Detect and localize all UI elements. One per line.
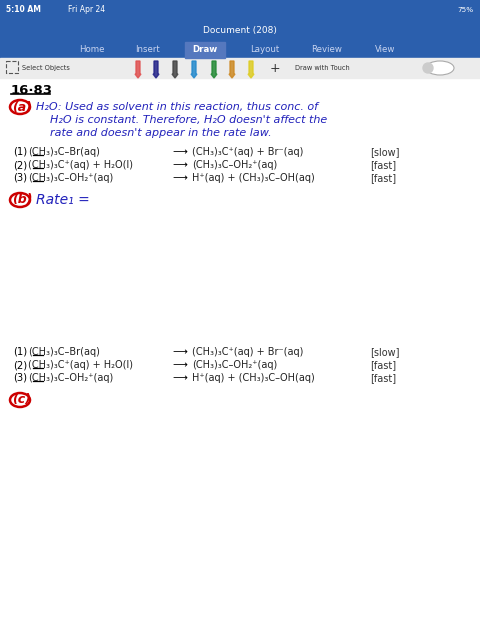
Text: (2): (2): [13, 360, 27, 370]
FancyArrow shape: [191, 61, 197, 78]
Text: (CH₃)₃C⁺(aq) + Br⁻(aq): (CH₃)₃C⁺(aq) + Br⁻(aq): [192, 347, 303, 357]
Text: (CH₃)₃C–OH₂⁺(aq): (CH₃)₃C–OH₂⁺(aq): [192, 360, 277, 370]
Text: H⁺(aq) + (CH₃)₃C–OH(aq): H⁺(aq) + (CH₃)₃C–OH(aq): [192, 373, 315, 383]
Text: (1): (1): [13, 147, 27, 157]
Text: (b): (b): [12, 193, 33, 207]
Bar: [0, 78, 480, 640]
Text: (CH₃)₃C⁺(aq) + Br⁻(aq): (CH₃)₃C⁺(aq) + Br⁻(aq): [192, 147, 303, 157]
Text: Layout: Layout: [251, 45, 280, 54]
Text: (a): (a): [12, 100, 32, 113]
Text: Fri Apr 24: Fri Apr 24: [68, 6, 105, 15]
Text: (CH₃)₃C⁺(aq) + H₂O(l): (CH₃)₃C⁺(aq) + H₂O(l): [28, 360, 133, 370]
FancyArrow shape: [248, 61, 254, 78]
Text: Document (208): Document (208): [203, 26, 277, 35]
Text: Select Objects: Select Objects: [22, 65, 70, 71]
Text: [fast]: [fast]: [370, 373, 396, 383]
Text: (CH₃)₃C–OH₂⁺(aq): (CH₃)₃C–OH₂⁺(aq): [28, 173, 113, 183]
Text: (3): (3): [13, 173, 27, 183]
Bar: [0, 0, 480, 20]
Text: [fast]: [fast]: [370, 160, 396, 170]
FancyArrow shape: [135, 61, 141, 78]
Bar: [0, 58, 480, 78]
Circle shape: [423, 63, 433, 73]
Text: Home: Home: [79, 45, 105, 54]
Text: rate and doesn't appear in the rate law.: rate and doesn't appear in the rate law.: [50, 128, 272, 138]
Text: (CH₃)₃C–Br(aq): (CH₃)₃C–Br(aq): [28, 147, 100, 157]
Text: ⟶: ⟶: [173, 347, 187, 357]
Text: 75%: 75%: [458, 7, 474, 13]
Text: Draw with Touch: Draw with Touch: [295, 65, 350, 71]
Ellipse shape: [426, 61, 454, 75]
Text: H₂O: Used as solvent in this reaction, thus conc. of: H₂O: Used as solvent in this reaction, t…: [36, 102, 318, 112]
Text: (CH₃)₃C–OH₂⁺(aq): (CH₃)₃C–OH₂⁺(aq): [192, 160, 277, 170]
FancyArrow shape: [211, 61, 217, 78]
Text: [slow]: [slow]: [370, 347, 399, 357]
Bar: [185, 42, 225, 58]
FancyArrow shape: [229, 61, 235, 78]
Text: Rate₁ =: Rate₁ =: [36, 193, 90, 207]
Text: View: View: [375, 45, 395, 54]
Text: Review: Review: [312, 45, 342, 54]
Text: (1): (1): [13, 347, 27, 357]
Text: ⟶: ⟶: [173, 160, 187, 170]
Text: (2): (2): [13, 160, 27, 170]
Bar: [6, 61, 18, 73]
Text: ⟶: ⟶: [173, 360, 187, 370]
Text: (CH₃)₃C⁺(aq) + H₂O(l): (CH₃)₃C⁺(aq) + H₂O(l): [28, 160, 133, 170]
Text: [slow]: [slow]: [370, 147, 399, 157]
Text: ⟶: ⟶: [173, 173, 187, 183]
Text: Draw: Draw: [192, 45, 217, 54]
Text: H₂O is constant. Therefore, H₂O doesn't affect the: H₂O is constant. Therefore, H₂O doesn't …: [50, 115, 327, 125]
Text: (c): (c): [12, 394, 31, 406]
Text: [fast]: [fast]: [370, 360, 396, 370]
Text: (CH₃)₃C–OH₂⁺(aq): (CH₃)₃C–OH₂⁺(aq): [28, 373, 113, 383]
Text: (CH₃)₃C–Br(aq): (CH₃)₃C–Br(aq): [28, 347, 100, 357]
Text: 16·83: 16·83: [11, 83, 53, 97]
Bar: [0, 20, 480, 42]
Text: [fast]: [fast]: [370, 173, 396, 183]
FancyArrow shape: [153, 61, 159, 78]
Text: (3): (3): [13, 373, 27, 383]
Bar: [0, 42, 480, 58]
Text: H⁺(aq) + (CH₃)₃C–OH(aq): H⁺(aq) + (CH₃)₃C–OH(aq): [192, 173, 315, 183]
Text: ⟶: ⟶: [173, 147, 187, 157]
Text: ⟶: ⟶: [173, 373, 187, 383]
Text: Insert: Insert: [136, 45, 160, 54]
Text: +: +: [270, 61, 280, 74]
FancyArrow shape: [172, 61, 178, 78]
Text: 5:10 AM: 5:10 AM: [6, 6, 41, 15]
